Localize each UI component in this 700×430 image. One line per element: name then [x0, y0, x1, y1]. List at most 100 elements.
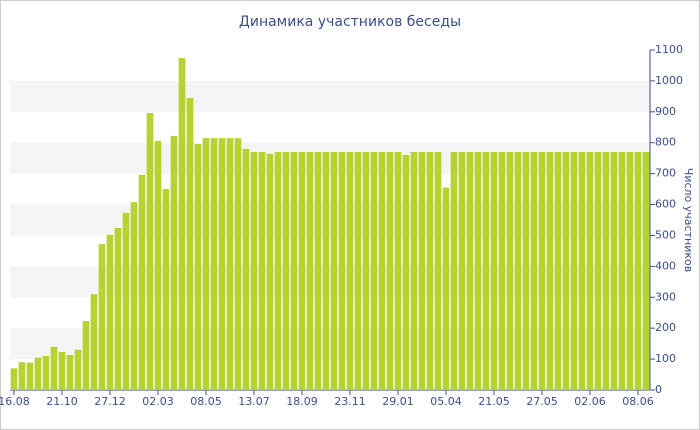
- x-tick-label: 21.10: [46, 395, 78, 408]
- x-tick-label: 27.12: [94, 395, 126, 408]
- bar: [338, 152, 346, 390]
- y-tick-label: 200: [655, 321, 676, 334]
- bar: [562, 152, 570, 390]
- bar: [490, 152, 498, 390]
- y-tick-label: 1000: [655, 74, 683, 87]
- bar: [226, 138, 234, 390]
- y-tick-label: 700: [655, 167, 676, 180]
- bar: [218, 138, 226, 390]
- x-tick-label: 27.05: [526, 395, 558, 408]
- y-tick-label: 100: [655, 352, 676, 365]
- x-tick-label: 02.06: [574, 395, 606, 408]
- bar: [426, 152, 434, 390]
- x-tick-label: 16.08: [0, 395, 30, 408]
- x-tick-label: 18.09: [286, 395, 318, 408]
- bar: [466, 152, 474, 390]
- bar: [482, 152, 490, 390]
- bar: [346, 152, 354, 390]
- bar: [362, 152, 370, 390]
- grid-band: [10, 204, 650, 236]
- bar: [370, 152, 378, 390]
- bar: [458, 152, 466, 390]
- bar: [162, 189, 170, 390]
- bar: [170, 135, 178, 390]
- y-tick-label: 600: [655, 198, 676, 211]
- bar: [114, 228, 122, 390]
- bar: [434, 152, 442, 390]
- bar: [442, 187, 450, 390]
- grid-band: [10, 142, 650, 174]
- x-tick-label: 29.01: [382, 395, 414, 408]
- x-tick-label: 23.11: [334, 395, 366, 408]
- bar: [202, 138, 210, 390]
- bar: [322, 152, 330, 390]
- bar: [66, 355, 74, 390]
- y-axis-title: Число участников: [682, 168, 695, 272]
- bar: [146, 113, 154, 391]
- y-tick-label: 500: [655, 228, 676, 241]
- x-tick-label: 21.05: [478, 395, 510, 408]
- y-tick-label: 300: [655, 290, 676, 303]
- bar: [474, 152, 482, 390]
- chart-title: Динамика участников беседы: [239, 14, 461, 30]
- bar: [34, 357, 42, 390]
- bar: [306, 152, 314, 390]
- bar: [130, 202, 138, 390]
- bar: [90, 294, 98, 390]
- bar: [418, 152, 426, 390]
- bar: [210, 138, 218, 390]
- bar: [18, 362, 26, 390]
- x-tick-label: 05.04: [430, 395, 462, 408]
- bar: [154, 140, 162, 390]
- bar: [530, 152, 538, 390]
- bar: [258, 152, 266, 390]
- bar: [394, 152, 402, 390]
- bar: [58, 351, 66, 390]
- bar: [610, 152, 618, 390]
- bar: [250, 152, 258, 390]
- bar: [26, 362, 34, 390]
- bar: [506, 152, 514, 390]
- bar: [594, 152, 602, 390]
- bar: [378, 152, 386, 390]
- y-tick-label: 900: [655, 105, 676, 118]
- grid-band: [10, 266, 650, 298]
- bar: [274, 152, 282, 390]
- bar: [642, 152, 650, 390]
- bar: [290, 152, 298, 390]
- bar: [538, 152, 546, 390]
- bar: [194, 143, 202, 390]
- bar: [234, 138, 242, 390]
- bar: [186, 97, 194, 390]
- bar: [618, 152, 626, 390]
- y-tick-label: 0: [655, 383, 662, 396]
- bar: [626, 152, 634, 390]
- y-tick-label: 1100: [655, 43, 683, 56]
- bar: [50, 346, 58, 390]
- bar: [178, 58, 186, 390]
- bar: [402, 155, 410, 390]
- bar: [74, 349, 82, 390]
- bar: [42, 356, 50, 390]
- bar: [554, 152, 562, 390]
- bar: [602, 152, 610, 390]
- bar: [10, 368, 18, 390]
- bar: [138, 174, 146, 390]
- bar: [354, 152, 362, 390]
- bar: [386, 152, 394, 390]
- bar: [82, 321, 90, 390]
- bar: [578, 152, 586, 390]
- bar: [330, 152, 338, 390]
- bar: [122, 212, 130, 390]
- bar: [514, 152, 522, 390]
- grid-band: [10, 328, 650, 360]
- bar: [450, 152, 458, 390]
- y-tick-label: 800: [655, 136, 676, 149]
- x-tick-label: 02.03: [142, 395, 174, 408]
- bar: [522, 152, 530, 390]
- x-tick-label: 08.05: [190, 395, 222, 408]
- bar: [298, 152, 306, 390]
- bar: [282, 152, 290, 390]
- bar: [242, 148, 250, 390]
